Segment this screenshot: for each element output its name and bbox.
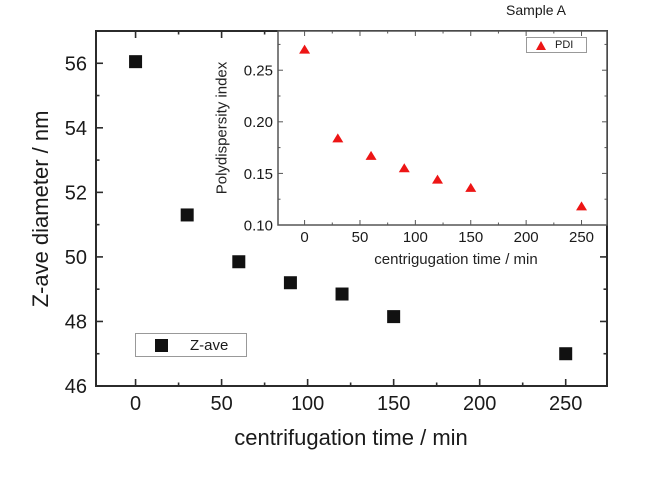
sample-title: Sample A	[506, 2, 566, 18]
inset-legend: PDI	[526, 37, 587, 53]
main-x-tick-label: 200	[463, 393, 496, 415]
inset-y-axis-label: Polydispersity index	[213, 61, 231, 195]
z-ave-data-point	[283, 276, 297, 290]
main-y-tick-label: 54	[65, 118, 87, 140]
main-x-tick-label: 250	[549, 393, 582, 415]
z-ave-data-point	[387, 310, 401, 324]
pdi-data-point	[398, 163, 410, 173]
pdi-data-point	[576, 201, 588, 211]
z-ave-data-point	[335, 287, 349, 301]
inset-y-tick-label: 0.10	[244, 217, 273, 234]
main-x-axis-label: centrifugation time / min	[234, 425, 468, 450]
main-x-tick-label: 100	[291, 393, 324, 415]
main-x-tick-label: 0	[130, 393, 141, 415]
inset-x-tick-label: 150	[458, 229, 483, 246]
pdi-data-point	[465, 182, 477, 192]
z-ave-data-point	[180, 208, 194, 222]
inset-plot-frame	[277, 30, 608, 226]
pdi-data-point	[365, 150, 377, 160]
square-marker-icon	[155, 338, 168, 352]
z-ave-data-point	[129, 55, 143, 69]
main-y-tick-label: 56	[65, 53, 87, 75]
main-legend: Z-ave	[135, 333, 247, 357]
main-y-tick-label: 52	[65, 183, 87, 205]
inset-plot-background	[278, 31, 607, 225]
inset-x-tick-label: 200	[514, 229, 539, 246]
inset-y-tick-label: 0.20	[244, 114, 273, 131]
main-y-tick-label: 50	[65, 247, 87, 269]
inset-legend-label: PDI	[555, 39, 574, 51]
inset-x-axis-label: centrigugation time / min	[374, 251, 538, 268]
z-ave-data-point	[232, 255, 246, 269]
inset-x-tick-label: 0	[300, 229, 308, 246]
main-legend-label: Z-ave	[190, 336, 229, 354]
inset-x-tick-label: 250	[569, 229, 594, 246]
inset-x-tick-label: 50	[352, 229, 369, 246]
main-x-tick-label: 50	[210, 393, 232, 415]
pdi-data-point	[432, 174, 444, 184]
pdi-data-point	[299, 44, 311, 54]
main-y-tick-label: 46	[65, 376, 87, 398]
main-y-axis-label: Z-ave diameter / nm	[28, 110, 53, 308]
pdi-data-point	[332, 133, 344, 143]
triangle-marker-icon	[536, 40, 546, 50]
inset-y-tick-label: 0.15	[244, 166, 273, 183]
main-y-tick-label: 48	[65, 312, 87, 334]
inset-y-tick-label: 0.25	[244, 63, 273, 80]
main-x-tick-label: 150	[377, 393, 410, 415]
inset-x-tick-label: 100	[403, 229, 428, 246]
z-ave-data-point	[559, 347, 573, 361]
